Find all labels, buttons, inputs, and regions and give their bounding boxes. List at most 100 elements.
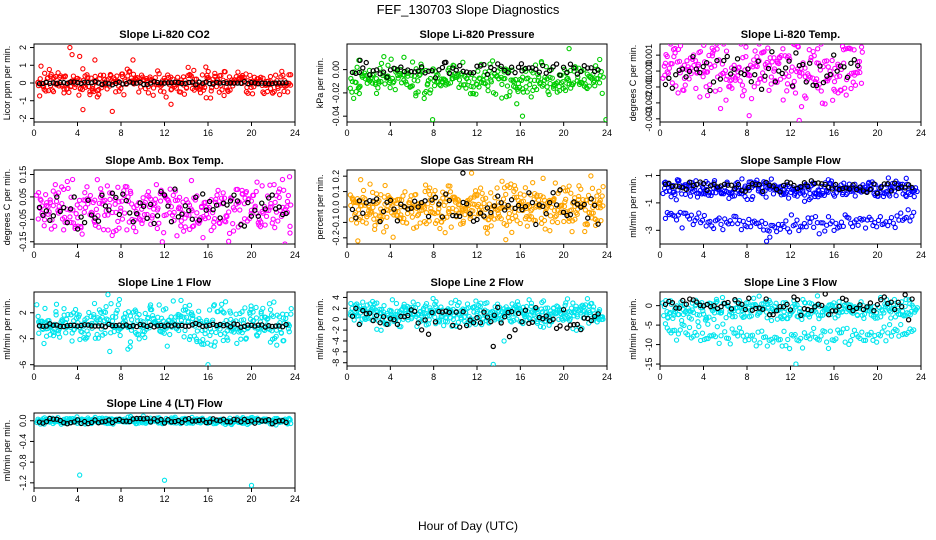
black-point — [574, 71, 581, 77]
data-point — [553, 213, 559, 219]
black-point — [533, 304, 539, 311]
black-point — [731, 66, 737, 72]
data-point — [226, 209, 232, 215]
data-point — [273, 333, 279, 340]
data-point — [722, 67, 729, 74]
data-point — [104, 183, 110, 189]
black-point — [109, 322, 116, 329]
black-point — [405, 312, 411, 319]
black-point — [753, 305, 759, 312]
data-point — [250, 309, 256, 315]
black-point — [752, 71, 758, 78]
black-point — [491, 66, 498, 73]
data-point — [568, 190, 574, 196]
data-point — [140, 217, 146, 223]
data-point — [116, 296, 123, 303]
data-point — [267, 307, 274, 313]
data-point — [903, 214, 909, 221]
black-point — [902, 185, 908, 191]
y-tick-label: -0.05 — [18, 209, 28, 230]
main-title: FEF_130703 Slope Diagnostics — [377, 2, 560, 17]
black-point — [137, 415, 143, 422]
data-point — [352, 209, 359, 216]
black-point — [71, 322, 77, 329]
data-point — [776, 60, 782, 67]
data-point — [905, 207, 911, 213]
data-point — [127, 344, 133, 350]
outlier-point — [77, 472, 83, 478]
data-point — [694, 215, 700, 221]
data-point — [522, 185, 529, 191]
data-point — [468, 83, 474, 90]
x-tick-label: 0 — [657, 372, 662, 382]
black-point — [360, 307, 366, 314]
data-point — [423, 300, 430, 307]
black-point — [694, 299, 700, 305]
data-point — [198, 204, 205, 211]
black-point — [756, 181, 762, 188]
black-point — [832, 181, 839, 188]
black-point — [398, 313, 404, 320]
black-point — [266, 81, 272, 87]
data-point — [358, 177, 364, 183]
data-point — [816, 337, 822, 343]
data-point — [693, 85, 699, 92]
black-point — [512, 327, 518, 333]
data-point — [360, 299, 366, 305]
data-point — [681, 87, 687, 94]
data-point — [108, 301, 114, 307]
black-point — [453, 309, 459, 315]
data-point — [353, 79, 359, 86]
data-point — [97, 72, 104, 78]
data-point — [520, 198, 527, 204]
data-point — [530, 70, 536, 76]
black-point — [760, 188, 766, 195]
data-point — [448, 224, 454, 230]
data-point — [234, 186, 241, 193]
black-point — [819, 302, 825, 309]
outlier-point — [468, 170, 475, 176]
data-point — [187, 72, 193, 78]
data-point — [756, 293, 762, 299]
black-point — [777, 189, 783, 195]
x-tick-label: 24 — [290, 494, 300, 504]
data-point — [112, 201, 118, 207]
data-point — [850, 310, 856, 316]
data-point — [704, 69, 711, 75]
data-point — [794, 302, 800, 308]
black-point — [74, 323, 81, 329]
y-tick-label: -8 — [331, 359, 341, 367]
black-point — [217, 80, 223, 86]
data-point — [578, 310, 584, 316]
data-point — [272, 72, 279, 78]
data-point — [168, 314, 174, 320]
data-point — [163, 94, 169, 100]
data-point — [50, 332, 57, 339]
data-point — [538, 60, 545, 66]
data-point — [187, 226, 193, 232]
black-point — [693, 66, 700, 72]
data-point — [139, 220, 145, 227]
black-point — [567, 322, 574, 328]
data-point — [749, 332, 756, 338]
black-point — [591, 313, 598, 320]
data-point — [57, 334, 63, 340]
black-point — [787, 307, 794, 313]
data-point — [794, 68, 800, 75]
black-point — [505, 202, 511, 209]
black-point — [470, 320, 477, 326]
black-point — [349, 206, 356, 213]
black-point — [745, 66, 751, 72]
data-point — [96, 200, 103, 207]
black-point — [846, 186, 853, 192]
black-point — [425, 331, 432, 337]
data-point — [570, 80, 577, 86]
data-point — [167, 210, 173, 216]
data-point — [457, 221, 464, 227]
black-point — [367, 72, 373, 78]
data-point — [662, 215, 669, 222]
data-point — [223, 219, 229, 225]
black-point — [384, 74, 390, 80]
black-point — [88, 212, 95, 218]
